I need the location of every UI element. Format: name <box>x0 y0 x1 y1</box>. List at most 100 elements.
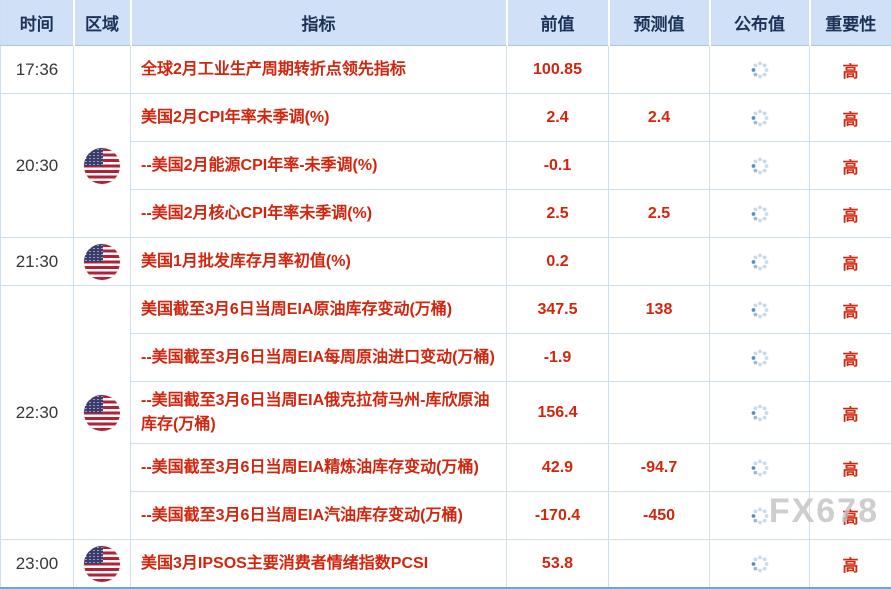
indicator-cell[interactable]: 美国截至3月6日当周EIA原油库存变动(万桶) <box>131 286 507 334</box>
us-flag-icon <box>84 244 120 280</box>
forecast-value: -450 <box>609 492 710 540</box>
header-previous: 前值 <box>507 0 609 46</box>
loading-spinner-icon <box>750 506 770 526</box>
published-value <box>710 334 810 382</box>
forecast-value: -94.7 <box>609 444 710 492</box>
region-cell <box>74 238 131 286</box>
importance-badge: 高 <box>810 46 891 94</box>
forecast-value <box>609 540 710 589</box>
header-row: 时间 区域 指标 前值 预测值 公布值 重要性 <box>1 0 891 46</box>
importance-badge: 高 <box>810 238 891 286</box>
calendar-row[interactable]: --美国截至3月6日当周EIA俄克拉荷马州-库欣原油库存(万桶) 156.4 高 <box>1 382 891 444</box>
loading-spinner-icon <box>750 204 770 224</box>
loading-spinner-icon <box>750 60 770 80</box>
calendar-row[interactable]: --美国截至3月6日当周EIA汽油库存变动(万桶) -170.4 -450 高 <box>1 492 891 540</box>
published-value <box>710 142 810 190</box>
indicator-cell[interactable]: --美国截至3月6日当周EIA汽油库存变动(万桶) <box>131 492 507 540</box>
loading-spinner-icon <box>750 348 770 368</box>
previous-value: 53.8 <box>507 540 609 589</box>
header-region: 区域 <box>74 0 131 46</box>
us-flag-icon <box>84 395 120 431</box>
importance-badge: 高 <box>810 190 891 238</box>
published-value <box>710 46 810 94</box>
calendar-row[interactable]: --美国2月核心CPI年率未季调(%) 2.5 2.5 高 <box>1 190 891 238</box>
forecast-value <box>609 334 710 382</box>
indicator-cell[interactable]: --美国2月能源CPI年率-未季调(%) <box>131 142 507 190</box>
loading-spinner-icon <box>750 458 770 478</box>
indicator-cell[interactable]: --美国截至3月6日当周EIA每周原油进口变动(万桶) <box>131 334 507 382</box>
previous-value: 2.4 <box>507 94 609 142</box>
indicator-cell[interactable]: --美国截至3月6日当周EIA精炼油库存变动(万桶) <box>131 444 507 492</box>
calendar-row[interactable]: 23:00 美国3月IPSOS主要消费者情绪指数PCSI 53.8 高 <box>1 540 891 589</box>
region-cell <box>74 46 131 94</box>
importance-badge: 高 <box>810 382 891 444</box>
forecast-value <box>609 142 710 190</box>
indicator-cell[interactable]: --美国截至3月6日当周EIA俄克拉荷马州-库欣原油库存(万桶) <box>131 382 507 444</box>
loading-spinner-icon <box>750 403 770 423</box>
published-value <box>710 540 810 589</box>
previous-value: -0.1 <box>507 142 609 190</box>
forecast-value: 138 <box>609 286 710 334</box>
published-value <box>710 286 810 334</box>
loading-spinner-icon <box>750 554 770 574</box>
previous-value: -1.9 <box>507 334 609 382</box>
importance-badge: 高 <box>810 334 891 382</box>
region-cell <box>74 540 131 589</box>
published-value <box>710 444 810 492</box>
region-cell <box>74 94 131 238</box>
calendar-row[interactable]: --美国2月能源CPI年率-未季调(%) -0.1 高 <box>1 142 891 190</box>
forecast-value <box>609 238 710 286</box>
forecast-value: 2.5 <box>609 190 710 238</box>
header-importance: 重要性 <box>810 0 891 46</box>
loading-spinner-icon <box>750 252 770 272</box>
time-cell: 20:30 <box>1 94 74 238</box>
loading-spinner-icon <box>750 156 770 176</box>
published-value <box>710 94 810 142</box>
header-time: 时间 <box>1 0 74 46</box>
header-published: 公布值 <box>710 0 810 46</box>
previous-value: 0.2 <box>507 238 609 286</box>
published-value <box>710 238 810 286</box>
region-cell <box>74 286 131 540</box>
us-flag-icon <box>84 546 120 582</box>
forecast-value: 2.4 <box>609 94 710 142</box>
header-forecast: 预测值 <box>609 0 710 46</box>
calendar-row[interactable]: --美国截至3月6日当周EIA精炼油库存变动(万桶) 42.9 -94.7 高 <box>1 444 891 492</box>
previous-value: 347.5 <box>507 286 609 334</box>
importance-badge: 高 <box>810 142 891 190</box>
calendar-row[interactable]: 20:30 美国2月CPI年率未季调(%) 2.4 2.4 高 <box>1 94 891 142</box>
importance-badge: 高 <box>810 492 891 540</box>
forecast-value <box>609 382 710 444</box>
calendar-row[interactable]: 21:30 美国1月批发库存月率初值(%) 0.2 高 <box>1 238 891 286</box>
previous-value: 100.85 <box>507 46 609 94</box>
importance-badge: 高 <box>810 286 891 334</box>
indicator-cell[interactable]: 美国1月批发库存月率初值(%) <box>131 238 507 286</box>
forecast-value <box>609 46 710 94</box>
loading-spinner-icon <box>750 108 770 128</box>
previous-value: 2.5 <box>507 190 609 238</box>
time-cell: 23:00 <box>1 540 74 589</box>
previous-value: 156.4 <box>507 382 609 444</box>
time-cell: 22:30 <box>1 286 74 540</box>
indicator-cell[interactable]: --美国2月核心CPI年率未季调(%) <box>131 190 507 238</box>
published-value <box>710 492 810 540</box>
us-flag-icon <box>84 148 120 184</box>
importance-badge: 高 <box>810 444 891 492</box>
calendar-row[interactable]: --美国截至3月6日当周EIA每周原油进口变动(万桶) -1.9 高 <box>1 334 891 382</box>
calendar-row[interactable]: 22:30 美国截至3月6日当周EIA原油库存变动(万桶) 347.5 138 … <box>1 286 891 334</box>
loading-spinner-icon <box>750 300 770 320</box>
calendar-row[interactable]: 17:36 全球2月工业生产周期转折点领先指标 100.85 高 <box>1 46 891 94</box>
time-cell: 17:36 <box>1 46 74 94</box>
time-cell: 21:30 <box>1 238 74 286</box>
header-indicator: 指标 <box>131 0 507 46</box>
importance-badge: 高 <box>810 94 891 142</box>
importance-badge: 高 <box>810 540 891 589</box>
indicator-cell[interactable]: 美国3月IPSOS主要消费者情绪指数PCSI <box>131 540 507 589</box>
indicator-cell[interactable]: 全球2月工业生产周期转折点领先指标 <box>131 46 507 94</box>
previous-value: 42.9 <box>507 444 609 492</box>
published-value <box>710 190 810 238</box>
previous-value: -170.4 <box>507 492 609 540</box>
indicator-cell[interactable]: 美国2月CPI年率未季调(%) <box>131 94 507 142</box>
published-value <box>710 382 810 444</box>
